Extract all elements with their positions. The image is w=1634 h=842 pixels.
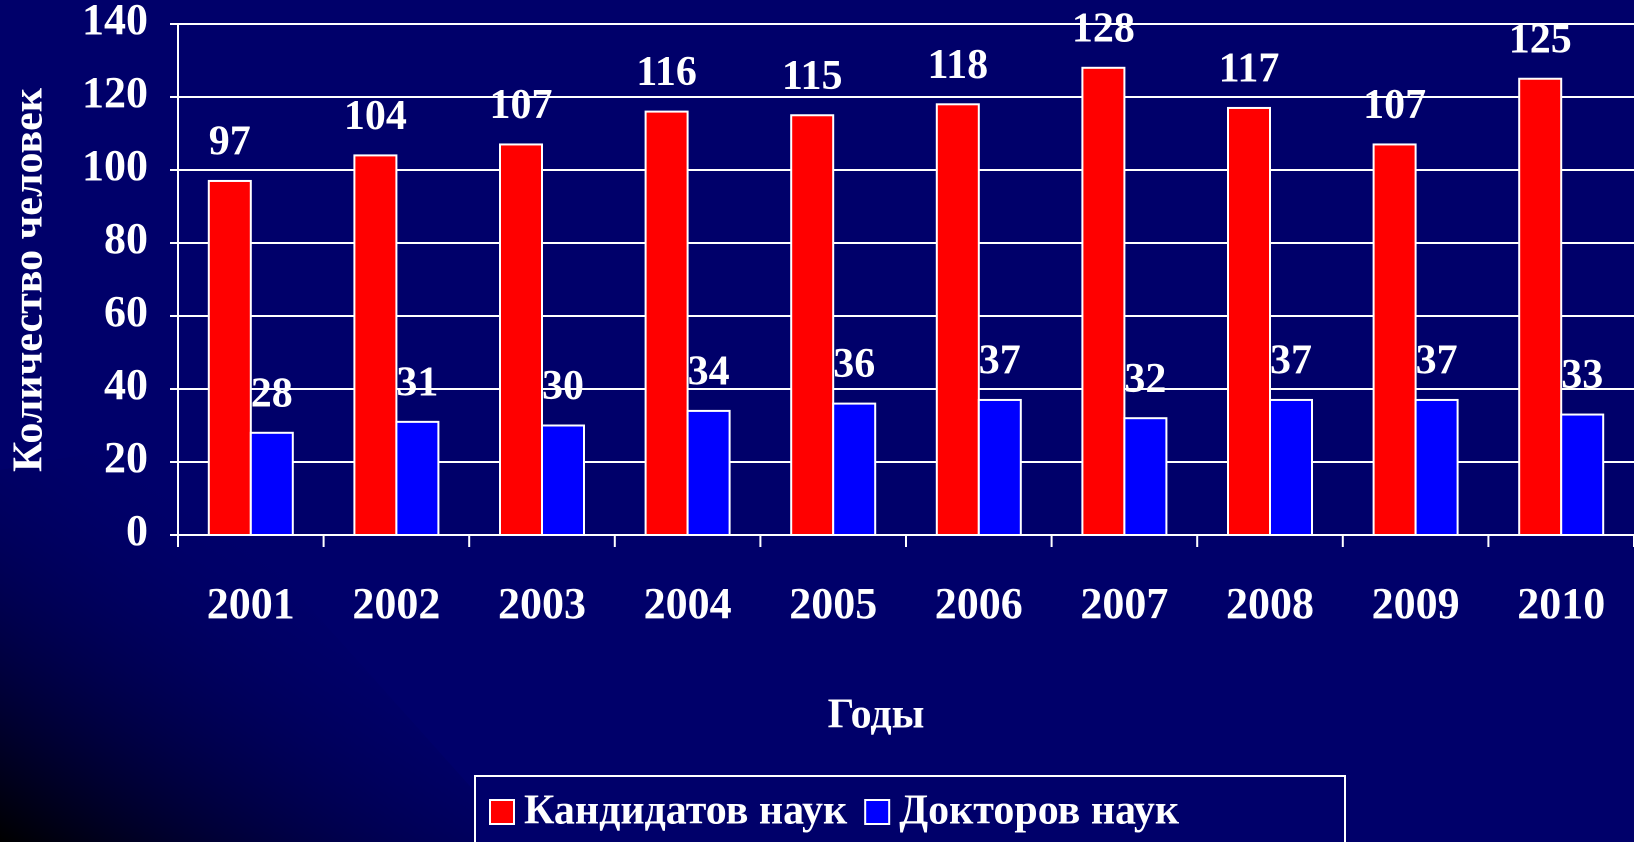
bar	[686, 409, 731, 536]
x-tick-label: 2005	[789, 579, 877, 628]
legend-swatch	[864, 799, 891, 825]
bar	[644, 110, 689, 536]
value-label: 28	[251, 370, 293, 416]
value-label: 37	[1270, 338, 1312, 384]
value-label: 104	[344, 93, 407, 139]
y-tick-label: 40	[104, 360, 148, 409]
value-label: 125	[1509, 16, 1572, 62]
value-label: 118	[927, 42, 988, 88]
bar	[207, 179, 252, 536]
value-label: 30	[542, 363, 584, 409]
y-tick-label: 0	[126, 506, 148, 555]
value-label: 117	[1219, 46, 1280, 92]
bar	[353, 154, 398, 536]
value-label: 32	[1124, 356, 1166, 402]
x-tick-label: 2003	[498, 579, 586, 628]
bar	[977, 398, 1022, 537]
x-tick-label: 2009	[1372, 579, 1460, 628]
legend-label: Докторов наук	[899, 788, 1180, 834]
y-tick-label: 120	[82, 68, 148, 117]
value-label: 31	[396, 359, 438, 405]
y-tick-label: 20	[104, 433, 148, 482]
bar	[499, 143, 543, 536]
legend-label: Кандидатов наук	[524, 788, 848, 834]
bar	[1227, 106, 1271, 536]
x-tick-label: 2006	[935, 579, 1023, 628]
x-tick-label: 2002	[352, 579, 440, 628]
y-tick-label: 140	[82, 0, 148, 44]
value-label: 33	[1561, 352, 1603, 398]
background-decoration	[0, 440, 520, 842]
value-label: 36	[833, 341, 875, 387]
bar	[1269, 398, 1313, 537]
bar	[1518, 77, 1563, 536]
legend-box	[474, 775, 1346, 842]
bar	[790, 114, 835, 536]
value-label: 37	[1416, 338, 1458, 384]
y-tick-label: 60	[104, 287, 148, 336]
x-tick-label: 2007	[1080, 579, 1168, 628]
value-label: 97	[209, 119, 251, 165]
value-label: 115	[782, 53, 843, 99]
value-label: 116	[636, 49, 697, 95]
y-tick-label: 100	[82, 141, 148, 190]
bar	[935, 103, 980, 537]
bar	[1414, 398, 1459, 537]
y-axis-title: Количество человек	[6, 87, 52, 472]
legend-swatch	[489, 799, 515, 825]
bar	[1081, 66, 1126, 537]
x-tick-label: 2008	[1226, 579, 1314, 628]
y-tick-label: 80	[104, 214, 148, 263]
x-tick-label: 2004	[644, 579, 732, 628]
bar	[1372, 143, 1417, 536]
x-tick-label: 2010	[1517, 579, 1605, 628]
bar	[832, 402, 877, 536]
value-label: 37	[979, 338, 1021, 384]
bar	[1123, 417, 1168, 537]
x-axis-title: Годы	[828, 692, 925, 738]
value-label: 34	[688, 349, 730, 395]
value-label: 107	[490, 82, 553, 128]
bar	[1560, 413, 1605, 536]
bar	[249, 431, 294, 536]
value-label: 107	[1363, 82, 1426, 128]
value-label: 128	[1072, 5, 1135, 51]
bar	[541, 424, 585, 536]
x-tick-label: 2001	[207, 579, 295, 628]
bar	[395, 420, 440, 537]
